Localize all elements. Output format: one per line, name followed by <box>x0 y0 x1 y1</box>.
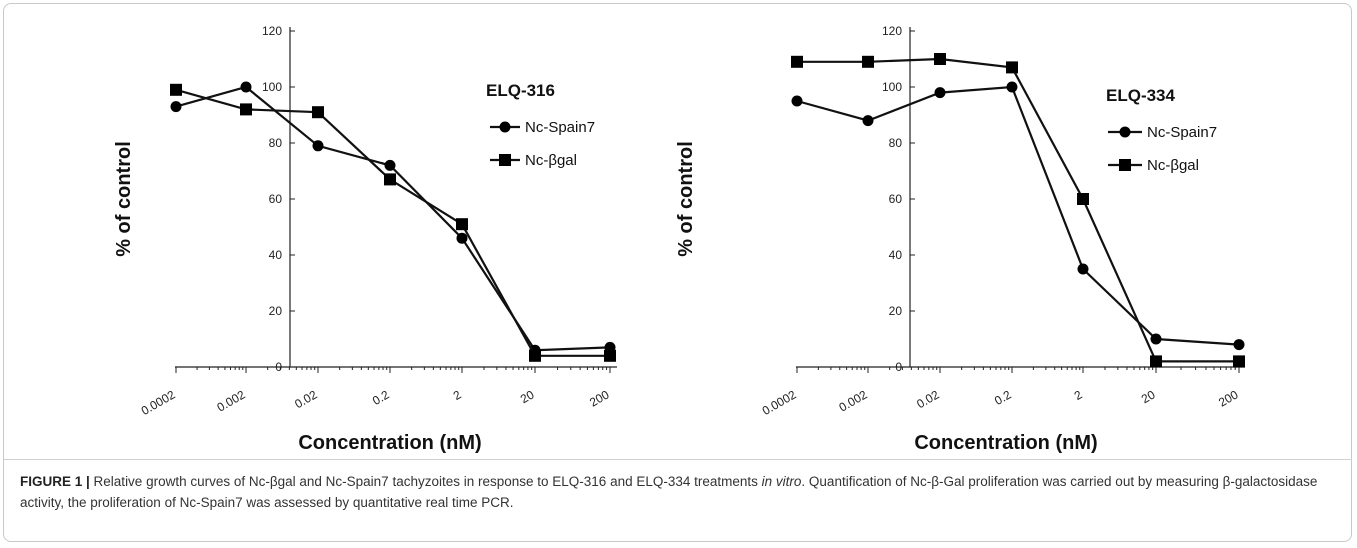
chart1-series-1-point-0.0002 <box>170 101 182 113</box>
chart1-x-tick-label-2: 2 <box>451 387 464 403</box>
chart1-series-1-point-0.02 <box>312 140 324 152</box>
chart2-series-2-point-200 <box>1233 355 1245 368</box>
chart1-series-2-point-0.002 <box>240 103 252 116</box>
chart1-y-tick-label-60: 60 <box>269 192 283 206</box>
chart2-series-2-point-2 <box>1077 193 1089 205</box>
chart2-y-tick-label-20: 20 <box>889 304 903 318</box>
chart1-y-tick-label-0: 0 <box>275 360 282 374</box>
chart2-series-1-point-0.02 <box>934 87 946 99</box>
caption-italic-text: in vitro <box>761 474 802 489</box>
figure-frame <box>3 3 1352 542</box>
chart1-x-tick-label-0.02: 0.02 <box>292 387 320 411</box>
chart1-chart-title: ELQ-316 <box>486 81 555 100</box>
caption-label: FIGURE 1 | <box>20 474 90 489</box>
chart1-series-1-point-0.2 <box>384 159 396 171</box>
chart1-legend-2-marker <box>499 154 511 166</box>
chart2-x-tick-label-0.02: 0.02 <box>914 387 942 411</box>
chart2-x-tick-label-0.0002: 0.0002 <box>760 387 799 418</box>
chart2-x-tick-label-200: 200 <box>1216 387 1241 409</box>
chart1-x-axis-title: Concentration (nM) <box>298 432 481 454</box>
chart2-series-1-point-20 <box>1150 333 1162 345</box>
chart2-chart-title: ELQ-334 <box>1106 86 1176 105</box>
chart2-series-1-point-2 <box>1077 263 1089 275</box>
chart2-y-tick-label-40: 40 <box>889 248 903 262</box>
caption-divider <box>3 459 1352 460</box>
chart2-series-2-point-0.0002 <box>791 55 803 68</box>
chart2-legend-1-marker <box>1119 126 1131 138</box>
chart1-y-tick-label-20: 20 <box>269 304 283 318</box>
chart2-series-1-point-200 <box>1233 339 1245 351</box>
chart1-legend-1-label: Nc-Spain7 <box>525 119 595 136</box>
chart1-legend-2-label: Nc-βgal <box>525 152 577 169</box>
chart2-series-2-point-20 <box>1150 355 1162 368</box>
chart2-series-2-point-0.002 <box>862 55 874 68</box>
chart2-y-tick-label-80: 80 <box>889 136 903 150</box>
chart2-x-axis-title: Concentration (nM) <box>914 432 1097 454</box>
chart1-series-1-point-2 <box>456 232 468 244</box>
chart1-y-tick-label-100: 100 <box>262 80 282 94</box>
chart1-x-tick-label-200: 200 <box>587 387 612 409</box>
chart2-series-2-point-0.02 <box>934 53 946 65</box>
chart2-series-1-point-0.0002 <box>791 95 803 107</box>
chart2-x-tick-label-20: 20 <box>1139 387 1158 406</box>
chart1-x-tick-label-0.2: 0.2 <box>370 387 392 408</box>
caption-text-part-2: . Quantification of Nc-β-Gal proliferati… <box>20 474 1318 510</box>
chart1-series-2-point-0.02 <box>312 106 324 119</box>
chart1-series-2-point-2 <box>456 218 468 231</box>
chart1-series-2-point-0.0002 <box>170 83 182 96</box>
caption-text-part-1: Relative growth curves of Nc-βgal and Nc… <box>89 474 762 489</box>
chart1-x-tick-label-20: 20 <box>518 387 537 406</box>
chart2-x-tick-label-0.2: 0.2 <box>992 387 1014 408</box>
chart2-legend-2-label: Nc-βgal <box>1147 157 1199 174</box>
chart1-series-2-point-20 <box>529 349 541 362</box>
figure-caption: FIGURE 1 | Relative growth curves of Nc-… <box>20 471 1330 513</box>
chart1-y-tick-label-40: 40 <box>269 248 283 262</box>
chart1-series-1-point-0.002 <box>240 81 252 93</box>
chart1-x-tick-label-0.002: 0.002 <box>214 387 247 414</box>
chart2-x-tick-label-2: 2 <box>1072 387 1085 403</box>
chart1-series-2-point-0.2 <box>384 173 396 186</box>
chart2-series-1-point-0.2 <box>1006 81 1018 93</box>
chart2-y-tick-label-0: 0 <box>895 360 902 374</box>
chart1-legend-1-marker <box>499 121 511 133</box>
chart1-x-tick-label-0.0002: 0.0002 <box>139 387 178 418</box>
chart1-y-tick-label-120: 120 <box>262 24 282 38</box>
chart2-y-axis-title: % of control <box>675 141 697 257</box>
chart2-legend-1-label: Nc-Spain7 <box>1147 124 1217 141</box>
chart2-series-2-point-0.2 <box>1006 61 1018 74</box>
chart1-series-2-point-200 <box>604 349 616 362</box>
chart2-series-1-point-0.002 <box>862 115 874 127</box>
chart2-y-tick-label-120: 120 <box>882 24 902 38</box>
chart1-y-tick-label-80: 80 <box>269 136 283 150</box>
chart2-legend-2-marker <box>1119 159 1131 171</box>
chart1-y-axis-title: % of control <box>113 141 135 257</box>
chart2-y-tick-label-60: 60 <box>889 192 903 206</box>
chart2-x-tick-label-0.002: 0.002 <box>836 387 869 414</box>
chart2-y-tick-label-100: 100 <box>882 80 902 94</box>
